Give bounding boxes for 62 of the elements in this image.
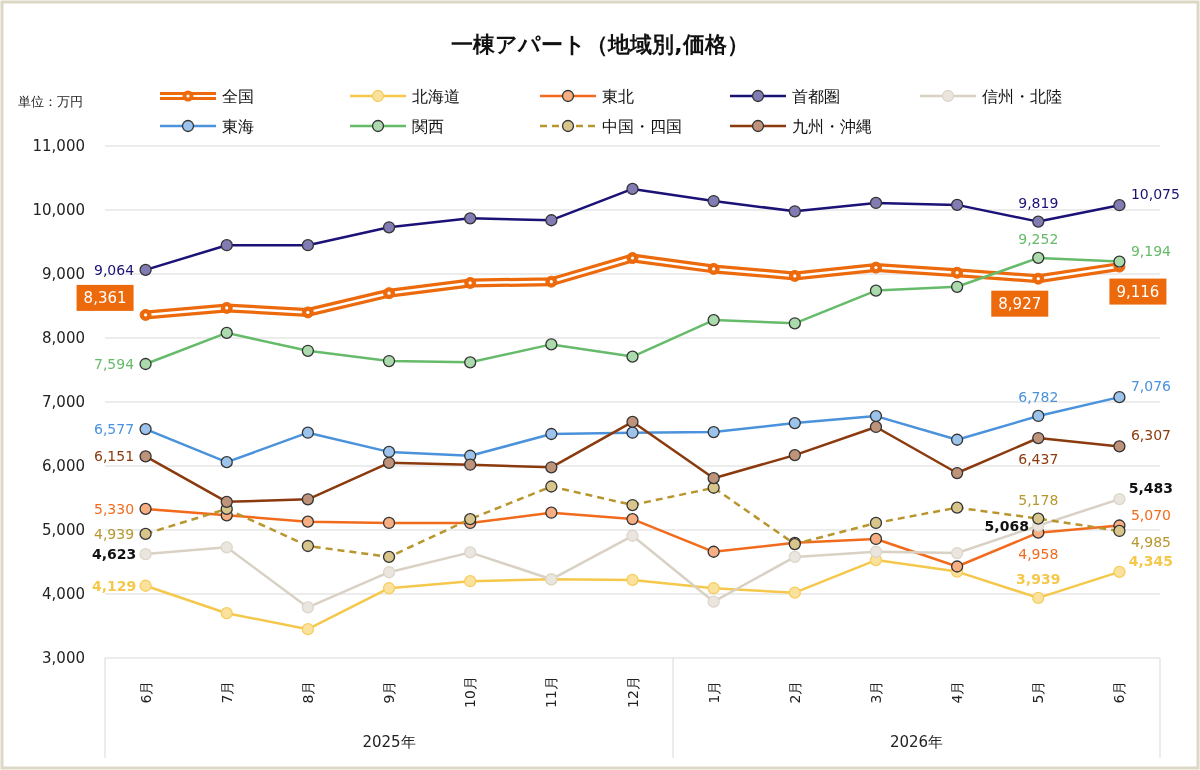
- data-label: 5,070: [1130, 506, 1171, 523]
- legend-label: 東北: [602, 87, 634, 106]
- legend-label: 中国・四国: [602, 117, 682, 136]
- data-label: 7,594: [94, 355, 135, 372]
- data-label: 6,782: [1018, 388, 1059, 405]
- data-label: 4,129: [91, 577, 137, 594]
- y-tick-label: 7,000: [42, 393, 85, 411]
- data-label: 4,985: [1130, 533, 1171, 550]
- x-tick-label: 9月: [381, 680, 398, 704]
- y-tick-label: 3,000: [42, 649, 85, 667]
- legend-label: 首都圏: [792, 87, 840, 106]
- text: 2025年: [362, 733, 416, 751]
- x-tick-label: 6月: [1111, 680, 1128, 704]
- legend-label: 九州・沖縄: [792, 117, 872, 136]
- data-label: 5,483: [1128, 480, 1174, 497]
- data-label: 5,330: [94, 500, 135, 517]
- data-label: 10,075: [1130, 186, 1180, 203]
- legend-label: 信州・北陸: [982, 87, 1062, 106]
- legend-label: 全国: [222, 87, 254, 106]
- legend-label: 北海道: [412, 87, 460, 106]
- data-label: 4,623: [91, 546, 137, 563]
- x-tick-label: 8月: [299, 680, 316, 704]
- data-label: 4,939: [94, 525, 135, 542]
- data-label: 5,068: [984, 517, 1029, 534]
- y-tick-label: 9,000: [42, 265, 85, 283]
- data-label: 9,819: [1018, 194, 1059, 211]
- data-label: 9,116: [1116, 282, 1160, 301]
- y-tick-label: 5,000: [42, 521, 85, 539]
- x-tick-label: 5月: [1030, 680, 1047, 704]
- y-tick-label: 11,000: [32, 137, 85, 155]
- data-label: 5,178: [1018, 491, 1059, 508]
- data-label: 6,307: [1130, 427, 1171, 444]
- legend-label: 東海: [222, 117, 254, 136]
- data-label: 9,064: [94, 261, 135, 278]
- data-label: 4,958: [1018, 545, 1059, 562]
- text: 単位：万円: [18, 94, 83, 109]
- x-tick-label: 10月: [462, 676, 479, 708]
- x-tick-label: 7月: [218, 680, 235, 704]
- chart-title: 一棟アパート（地域別,価格）: [451, 32, 749, 57]
- data-label: 8,927: [998, 294, 1042, 313]
- x-tick-label: 1月: [705, 680, 722, 704]
- data-label: 6,437: [1018, 451, 1059, 468]
- data-label: 3,939: [1016, 570, 1061, 587]
- y-tick-label: 8,000: [42, 329, 85, 347]
- data-label: 9,252: [1018, 230, 1059, 247]
- y-tick-label: 4,000: [42, 585, 85, 603]
- x-tick-label: 2月: [786, 680, 803, 704]
- x-tick-label: 3月: [867, 680, 884, 704]
- y-tick-label: 10,000: [32, 201, 85, 219]
- legend-label: 関西: [412, 117, 444, 136]
- text: 2026年: [889, 733, 944, 751]
- data-label: 6,577: [94, 421, 135, 438]
- x-tick-label: 11月: [543, 676, 560, 708]
- x-tick-label: 4月: [949, 680, 966, 704]
- data-label: 9,194: [1130, 242, 1172, 259]
- x-tick-label: 12月: [624, 676, 641, 708]
- data-label: 4,345: [1128, 552, 1174, 569]
- data-label: 7,076: [1130, 378, 1172, 395]
- data-label: 6,151: [94, 448, 135, 465]
- x-tick-label: 6月: [137, 680, 154, 704]
- data-label: 8,361: [83, 288, 127, 307]
- y-tick-label: 6,000: [42, 457, 85, 475]
